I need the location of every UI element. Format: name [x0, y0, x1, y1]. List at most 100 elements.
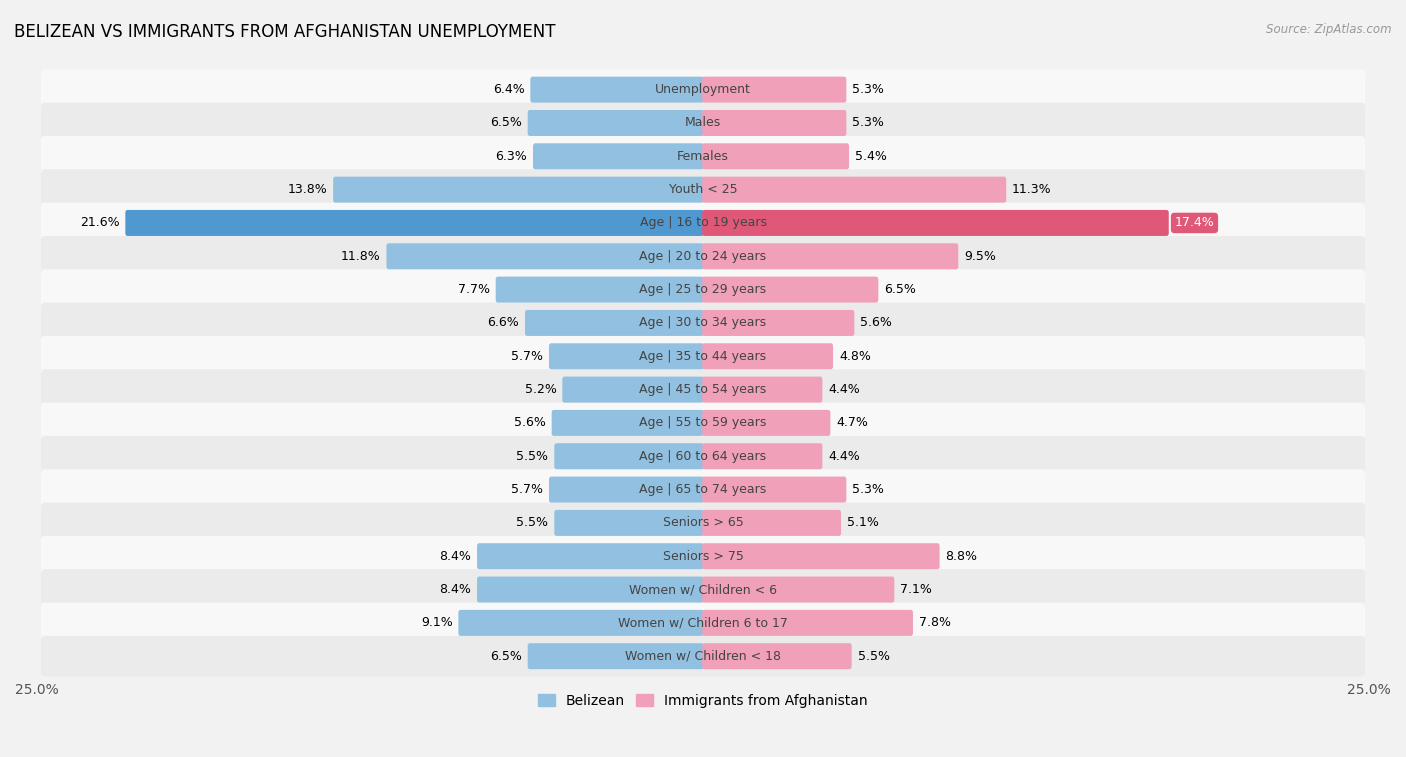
FancyBboxPatch shape [702, 410, 831, 436]
Text: 8.4%: 8.4% [439, 583, 471, 596]
FancyBboxPatch shape [527, 643, 704, 669]
FancyBboxPatch shape [702, 176, 1007, 203]
Text: 11.8%: 11.8% [340, 250, 381, 263]
Text: Unemployment: Unemployment [655, 83, 751, 96]
Text: 6.5%: 6.5% [884, 283, 917, 296]
Text: 5.3%: 5.3% [852, 83, 884, 96]
FancyBboxPatch shape [702, 376, 823, 403]
Text: Youth < 25: Youth < 25 [669, 183, 737, 196]
FancyBboxPatch shape [702, 143, 849, 170]
Text: 6.5%: 6.5% [489, 650, 522, 662]
Text: 6.3%: 6.3% [495, 150, 527, 163]
Text: 11.3%: 11.3% [1012, 183, 1052, 196]
Text: Source: ZipAtlas.com: Source: ZipAtlas.com [1267, 23, 1392, 36]
FancyBboxPatch shape [533, 143, 704, 170]
FancyBboxPatch shape [702, 477, 846, 503]
FancyBboxPatch shape [702, 444, 823, 469]
Text: 4.4%: 4.4% [828, 450, 860, 463]
FancyBboxPatch shape [702, 510, 841, 536]
FancyBboxPatch shape [702, 243, 959, 269]
Text: Seniors > 75: Seniors > 75 [662, 550, 744, 562]
FancyBboxPatch shape [41, 503, 1365, 544]
FancyBboxPatch shape [548, 343, 704, 369]
FancyBboxPatch shape [551, 410, 704, 436]
FancyBboxPatch shape [702, 310, 855, 336]
Text: 4.4%: 4.4% [828, 383, 860, 396]
FancyBboxPatch shape [41, 536, 1365, 577]
FancyBboxPatch shape [702, 276, 879, 303]
Text: Seniors > 65: Seniors > 65 [662, 516, 744, 529]
Text: Age | 25 to 29 years: Age | 25 to 29 years [640, 283, 766, 296]
FancyBboxPatch shape [333, 176, 704, 203]
Text: 8.4%: 8.4% [439, 550, 471, 562]
Text: 21.6%: 21.6% [80, 217, 120, 229]
Text: Age | 16 to 19 years: Age | 16 to 19 years [640, 217, 766, 229]
Text: Age | 35 to 44 years: Age | 35 to 44 years [640, 350, 766, 363]
Text: Age | 55 to 59 years: Age | 55 to 59 years [640, 416, 766, 429]
Text: 5.5%: 5.5% [516, 450, 548, 463]
Text: 5.3%: 5.3% [852, 117, 884, 129]
Text: 9.1%: 9.1% [420, 616, 453, 629]
FancyBboxPatch shape [496, 276, 704, 303]
Legend: Belizean, Immigrants from Afghanistan: Belizean, Immigrants from Afghanistan [533, 689, 873, 714]
FancyBboxPatch shape [702, 343, 832, 369]
Text: Women w/ Children < 18: Women w/ Children < 18 [626, 650, 780, 662]
Text: 4.7%: 4.7% [837, 416, 868, 429]
Text: 5.5%: 5.5% [858, 650, 890, 662]
FancyBboxPatch shape [562, 376, 704, 403]
Text: Males: Males [685, 117, 721, 129]
Text: 17.4%: 17.4% [1174, 217, 1215, 229]
FancyBboxPatch shape [702, 76, 846, 103]
FancyBboxPatch shape [702, 610, 912, 636]
Text: 5.4%: 5.4% [855, 150, 887, 163]
FancyBboxPatch shape [41, 603, 1365, 643]
Text: 7.1%: 7.1% [900, 583, 932, 596]
FancyBboxPatch shape [41, 369, 1365, 410]
FancyBboxPatch shape [702, 110, 846, 136]
Text: Age | 45 to 54 years: Age | 45 to 54 years [640, 383, 766, 396]
FancyBboxPatch shape [524, 310, 704, 336]
Text: BELIZEAN VS IMMIGRANTS FROM AFGHANISTAN UNEMPLOYMENT: BELIZEAN VS IMMIGRANTS FROM AFGHANISTAN … [14, 23, 555, 41]
Text: Females: Females [678, 150, 728, 163]
Text: 5.1%: 5.1% [846, 516, 879, 529]
Text: 8.8%: 8.8% [945, 550, 977, 562]
Text: 6.5%: 6.5% [489, 117, 522, 129]
FancyBboxPatch shape [554, 510, 704, 536]
Text: 7.7%: 7.7% [458, 283, 489, 296]
FancyBboxPatch shape [702, 210, 1168, 236]
FancyBboxPatch shape [41, 303, 1365, 343]
Text: 5.5%: 5.5% [516, 516, 548, 529]
FancyBboxPatch shape [41, 436, 1365, 477]
FancyBboxPatch shape [458, 610, 704, 636]
FancyBboxPatch shape [41, 403, 1365, 444]
FancyBboxPatch shape [41, 170, 1365, 210]
FancyBboxPatch shape [702, 577, 894, 603]
FancyBboxPatch shape [125, 210, 704, 236]
Text: 5.7%: 5.7% [512, 350, 543, 363]
Text: 5.7%: 5.7% [512, 483, 543, 496]
FancyBboxPatch shape [477, 544, 704, 569]
Text: Women w/ Children < 6: Women w/ Children < 6 [628, 583, 778, 596]
FancyBboxPatch shape [41, 136, 1365, 176]
Text: 13.8%: 13.8% [288, 183, 328, 196]
FancyBboxPatch shape [41, 203, 1365, 243]
FancyBboxPatch shape [702, 643, 852, 669]
Text: 5.2%: 5.2% [524, 383, 557, 396]
FancyBboxPatch shape [530, 76, 704, 103]
FancyBboxPatch shape [41, 336, 1365, 376]
Text: 6.4%: 6.4% [492, 83, 524, 96]
Text: 6.6%: 6.6% [488, 316, 519, 329]
FancyBboxPatch shape [527, 110, 704, 136]
FancyBboxPatch shape [477, 577, 704, 603]
FancyBboxPatch shape [41, 103, 1365, 143]
FancyBboxPatch shape [548, 477, 704, 503]
FancyBboxPatch shape [702, 544, 939, 569]
Text: Age | 20 to 24 years: Age | 20 to 24 years [640, 250, 766, 263]
FancyBboxPatch shape [41, 269, 1365, 310]
Text: 4.8%: 4.8% [839, 350, 870, 363]
Text: Age | 65 to 74 years: Age | 65 to 74 years [640, 483, 766, 496]
FancyBboxPatch shape [41, 469, 1365, 510]
FancyBboxPatch shape [41, 569, 1365, 610]
Text: 5.3%: 5.3% [852, 483, 884, 496]
Text: 5.6%: 5.6% [860, 316, 891, 329]
